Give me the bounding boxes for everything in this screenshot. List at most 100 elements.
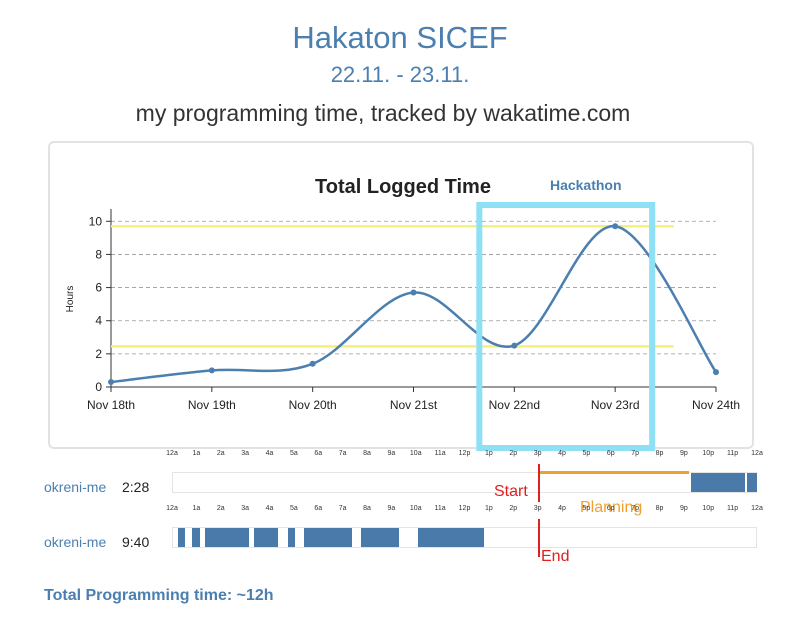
activity-block[interactable]	[303, 528, 353, 547]
hour-label: 9a	[387, 505, 396, 512]
hour-label: 6p	[606, 450, 615, 457]
end-label: End	[541, 548, 570, 565]
hour-label: 4a	[265, 450, 274, 457]
hour-label: 11p	[727, 505, 739, 512]
data-point[interactable]	[612, 223, 619, 230]
chart-title: Total Logged Time	[315, 176, 491, 198]
hour-label: 6p	[606, 505, 615, 512]
data-point[interactable]	[511, 342, 518, 349]
hour-label: 5a	[289, 450, 298, 457]
hour-label: 2a	[216, 505, 225, 512]
planning-label: Planning	[580, 499, 643, 516]
activity-block[interactable]	[253, 528, 279, 547]
hour-label: 9p	[679, 505, 688, 512]
activity-block[interactable]	[418, 528, 484, 547]
hour-label: 1a	[192, 505, 201, 512]
hour-label: 5p	[582, 450, 591, 457]
hour-label: 5a	[289, 505, 298, 512]
hour-label: 4p	[558, 505, 566, 512]
hour-label: 6a	[314, 505, 323, 512]
hackathon-highlight-box	[476, 202, 656, 451]
activity-block[interactable]	[191, 528, 201, 547]
hour-label: 12p	[458, 505, 471, 512]
hour-label: 8p	[655, 450, 664, 457]
y-tick-label: 10	[89, 214, 103, 228]
data-point[interactable]	[309, 360, 316, 367]
y-axis-label: Hours	[65, 286, 76, 313]
x-tick-label: Nov 23rd	[591, 398, 640, 412]
hour-label: 7p	[631, 505, 640, 512]
data-point[interactable]	[208, 367, 215, 374]
x-tick-label: Nov 24th	[692, 398, 740, 412]
chart-panel: Total Logged Time 0 2 4 6 8 10 Hours Nov 18th Nov…	[48, 141, 754, 451]
x-tick-label: Nov 22nd	[489, 398, 540, 412]
hour-label: 8a	[363, 505, 371, 512]
activity-block[interactable]	[691, 473, 745, 492]
hour-label: 9a	[387, 450, 396, 457]
hour-label: 3a	[241, 505, 250, 512]
series-line	[110, 225, 718, 384]
y-tick-label: 8	[95, 247, 102, 261]
total-programming-time: Total Programming time: ~12h	[44, 587, 274, 604]
hour-label: 1p	[484, 505, 493, 512]
page-title: Hakaton SICEF	[292, 20, 508, 55]
activity-block[interactable]	[178, 528, 186, 547]
hour-label: 4a	[265, 505, 274, 512]
planning-line	[537, 471, 689, 474]
hour-label: 7a	[338, 505, 347, 512]
timeline-track	[172, 472, 757, 493]
hour-label: 8p	[655, 505, 664, 512]
duration-label: 2:28	[122, 479, 150, 495]
data-point[interactable]	[713, 369, 719, 376]
hour-label: 8a	[363, 450, 371, 457]
y-tick-label: 0	[95, 380, 102, 394]
x-tick-label: Nov 18th	[87, 398, 135, 412]
project-name-link[interactable]: okreni-me	[44, 534, 107, 550]
activity-block[interactable]	[747, 473, 757, 492]
hour-label: 3a	[241, 450, 250, 457]
start-marker	[537, 464, 540, 502]
x-tick-label: Nov 21st	[390, 398, 438, 412]
hour-label: 11p	[727, 450, 739, 457]
start-label: Start	[494, 483, 528, 500]
hour-label: 1a	[192, 450, 201, 457]
hour-label: 7p	[631, 450, 640, 457]
hour-label: 12a	[166, 505, 178, 512]
hour-label: 5p	[582, 505, 591, 512]
event-dates: 22.11. - 23.11.	[330, 62, 470, 87]
hour-label: 7a	[338, 450, 347, 457]
project-name-link[interactable]: okreni-me	[44, 479, 107, 495]
hour-label: 11a	[434, 450, 446, 457]
hour-label: 12a	[751, 505, 763, 512]
hour-label: 2a	[216, 450, 225, 457]
activity-block[interactable]	[360, 528, 399, 547]
hour-label: 11a	[434, 505, 446, 512]
end-marker	[537, 519, 540, 557]
hackathon-label: Hackathon	[550, 177, 622, 193]
hour-label: 12p	[458, 450, 471, 457]
y-tick-label: 2	[95, 347, 102, 361]
hour-label: 9p	[679, 450, 688, 457]
hour-label: 2p	[509, 450, 518, 457]
data-point[interactable]	[410, 289, 417, 296]
data-point[interactable]	[108, 379, 114, 386]
activity-block[interactable]	[287, 528, 296, 547]
hour-label: 3p	[533, 505, 542, 512]
hour-label: 10p	[702, 505, 715, 512]
hour-label: 10a	[409, 450, 422, 457]
y-tick-label: 6	[95, 281, 102, 295]
hour-label: 3p	[533, 450, 542, 457]
hour-label: 6a	[314, 450, 323, 457]
hour-label: 12a	[751, 450, 763, 457]
hour-label: 1p	[484, 450, 493, 457]
hour-label: 12a	[166, 450, 178, 457]
x-tick-label: Nov 19th	[188, 398, 236, 412]
activity-block[interactable]	[204, 528, 249, 547]
page-subtitle: my programming time, tracked by wakatime…	[135, 100, 631, 126]
total-logged-time-chart: Total Logged Time 0 2 4 6 8 10 Hours Nov 18th Nov…	[65, 176, 740, 451]
y-tick-label: 4	[95, 314, 102, 328]
duration-label: 9:40	[122, 534, 150, 550]
hour-label: 10p	[702, 450, 715, 457]
x-tick-label: Nov 20th	[289, 398, 337, 412]
hour-label: 2p	[509, 505, 518, 512]
